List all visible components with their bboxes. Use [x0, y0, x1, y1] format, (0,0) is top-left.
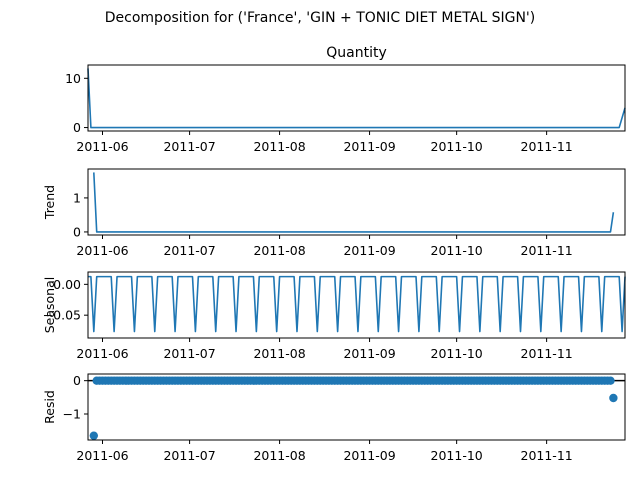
axes-frame — [87, 168, 626, 236]
y-tick-label: 0 — [73, 373, 81, 388]
x-tick-label: 2011-09 — [343, 346, 395, 361]
y-tick-label: 0.00 — [53, 277, 81, 292]
x-tick-label: 2011-07 — [163, 139, 215, 154]
plot-area — [88, 275, 626, 333]
x-tick-label: 2011-08 — [253, 243, 305, 258]
x-tick-label: 2011-09 — [343, 139, 395, 154]
y-tick-label: −1 — [63, 407, 81, 422]
x-tick-label: 2011-10 — [431, 448, 483, 463]
seasonal-line — [88, 275, 626, 333]
y-tick-label: −0.05 — [43, 308, 81, 323]
x-tick-label: 2011-06 — [76, 139, 128, 154]
panel-title: Quantity — [326, 45, 387, 61]
y-tick-label: 10 — [65, 71, 81, 86]
y-axis-label: Trend — [42, 185, 57, 220]
panel-3: 0.00 −0.05 2011-06 2011-07 2011-08 2011-09 201… — [42, 271, 626, 361]
resid-point-1 — [89, 431, 99, 440]
panel-1: 0 10 2011-06 2011-07 2011-08 2011-09 2011-10 20… — [65, 45, 626, 154]
x-tick-label: 2011-08 — [253, 139, 305, 154]
axes-frame — [87, 373, 626, 441]
x-tick-label: 2011-07 — [163, 243, 215, 258]
axes-frame — [87, 271, 626, 339]
y-axis-label: Seasonal — [42, 277, 57, 334]
panel-4: 0 −1 2011-06 2011-07 2011-08 2011-09 2011-10 20… — [42, 373, 626, 463]
panel-2: 0 1 2011-06 2011-07 2011-08 2011-09 2011-10 201… — [42, 168, 626, 258]
figure-suptitle: Decomposition for ('France', 'GIN + TONI… — [105, 10, 535, 26]
x-tick-label: 2011-08 — [253, 346, 305, 361]
x-tick-label: 2011-11 — [521, 346, 573, 361]
y-axis-label: Resid — [42, 390, 57, 424]
x-tick-label: 2011-07 — [163, 346, 215, 361]
y-tick-label: 0 — [73, 120, 81, 135]
x-tick-label: 2011-10 — [431, 139, 483, 154]
x-tick-label: 2011-07 — [163, 448, 215, 463]
x-tick-label: 2011-06 — [76, 243, 128, 258]
plot-area — [88, 376, 625, 440]
x-tick-label: 2011-09 — [343, 243, 395, 258]
plot-area — [87, 68, 626, 129]
x-tick-label: 2011-08 — [253, 448, 305, 463]
x-tick-label: 2011-11 — [521, 448, 573, 463]
x-tick-label: 2011-10 — [431, 346, 483, 361]
x-tick-label: 2011-09 — [343, 448, 395, 463]
y-tick-label: 1 — [73, 190, 81, 205]
resid-point-180 — [609, 393, 618, 403]
plot-area — [93, 172, 615, 233]
x-tick-label: 2011-06 — [76, 346, 128, 361]
series-line-1 — [87, 68, 626, 129]
y-tick-label: 0 — [73, 224, 81, 239]
x-tick-label: 2011-06 — [76, 448, 128, 463]
x-tick-label: 2011-10 — [431, 243, 483, 258]
axes-frame — [87, 64, 626, 132]
x-tick-label: 2011-11 — [521, 139, 573, 154]
series-line-1 — [93, 172, 615, 233]
x-tick-label: 2011-11 — [521, 243, 573, 258]
resid-point-179 — [606, 376, 615, 385]
